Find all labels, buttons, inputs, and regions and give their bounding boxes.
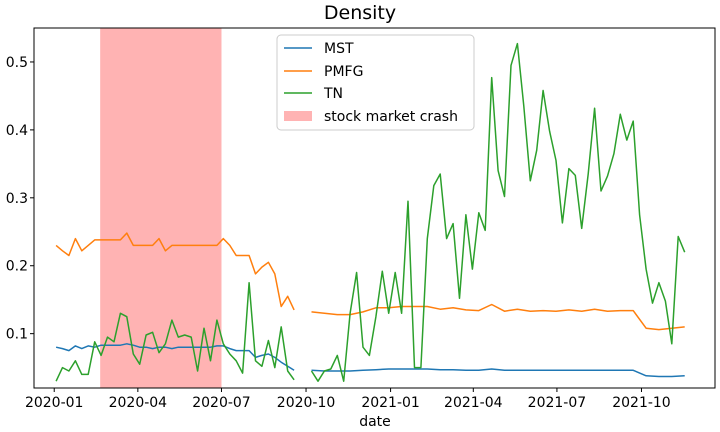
x-tick-label: 2021-07	[528, 395, 587, 411]
x-tick-label: 2020-07	[192, 395, 251, 411]
series-line-pmfg-segment-1	[55, 232, 295, 311]
x-tick-label: 2021-10	[612, 395, 671, 411]
series-line-tn-segment-1	[55, 281, 295, 382]
legend-label-mst: MST	[324, 41, 354, 57]
y-tick-label: 0.5	[6, 55, 28, 71]
chart-title: Density	[324, 2, 396, 24]
x-axis-label: date	[359, 414, 391, 430]
y-tick-label: 0.4	[6, 123, 28, 139]
legend-box	[276, 34, 475, 131]
plot-frame	[33, 27, 716, 389]
series-line-mst-segment-2	[311, 368, 685, 378]
legend-label-tn: TN	[323, 86, 343, 102]
x-tick-label: 2021-04	[444, 395, 503, 411]
x-tick-label: 2020-01	[25, 395, 84, 411]
x-tick-label: 2021-01	[361, 395, 420, 411]
x-tick-label: 2020-04	[109, 395, 168, 411]
legend-label-pmfg: PMFG	[324, 64, 363, 80]
legend-swatch-crash	[284, 111, 312, 121]
series-line-tn-segment-2	[310, 42, 686, 382]
y-tick-label: 0.1	[6, 327, 28, 343]
y-tick-label: 0.2	[6, 259, 28, 275]
x-tick-label: 2020-10	[277, 395, 336, 411]
shaded-region-crash	[100, 28, 222, 388]
series-line-pmfg-segment-2	[311, 303, 685, 331]
legend-label-crash: stock market crash	[324, 109, 458, 125]
y-tick-label: 0.3	[6, 191, 28, 207]
